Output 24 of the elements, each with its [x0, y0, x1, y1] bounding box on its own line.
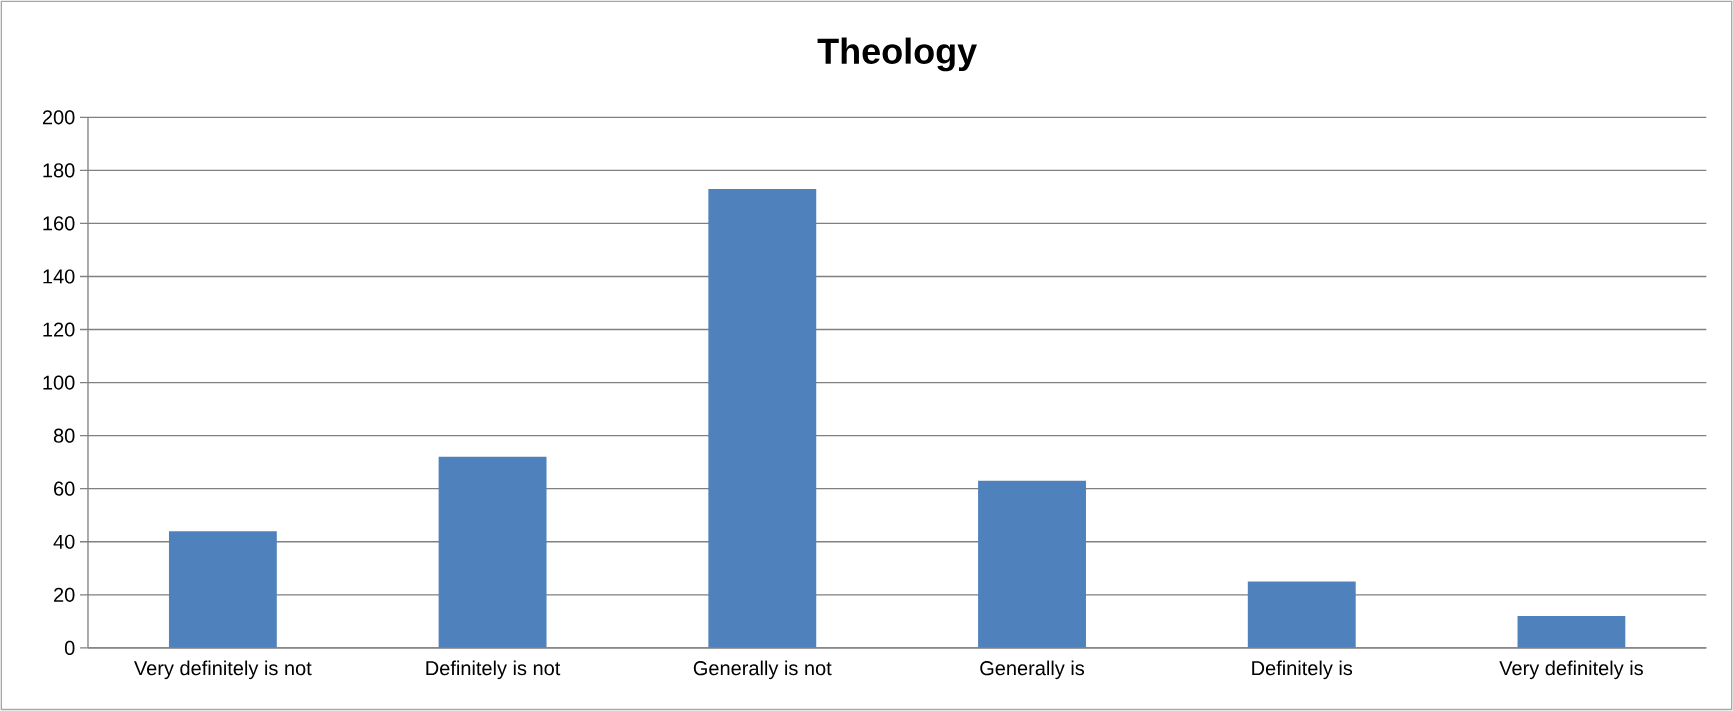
- bar: [438, 456, 547, 648]
- x-tick-label: Definitely is not: [426, 660, 561, 680]
- y-tick-label: 100: [43, 375, 75, 390]
- y-tick-label: 120: [43, 322, 75, 337]
- y-tick-label: 180: [43, 163, 75, 178]
- y-tick-label: 20: [54, 587, 75, 602]
- bar: [708, 189, 817, 648]
- bar: [978, 480, 1086, 648]
- y-tick-label: 0: [64, 640, 75, 656]
- y-tick-label: 200: [42, 110, 75, 125]
- y-tick-label: 160: [43, 216, 75, 231]
- x-tick-label: Generally is not: [693, 660, 832, 680]
- x-tick-label: Very definitely is: [1499, 660, 1643, 680]
- y-tick-label: 40: [53, 534, 75, 549]
- x-tick-label: Generally is: [980, 660, 1085, 680]
- bar: [1247, 581, 1356, 648]
- y-tick-label: 80: [53, 428, 75, 443]
- bar: [1517, 616, 1626, 648]
- x-tick-label: Definitely is: [1252, 660, 1353, 680]
- chart-title: Theology: [817, 37, 977, 72]
- y-tick-label: 140: [43, 269, 75, 284]
- bar: [168, 531, 277, 648]
- y-tick-label: 60: [54, 481, 75, 496]
- x-tick-label: Very definitely is not: [134, 660, 312, 680]
